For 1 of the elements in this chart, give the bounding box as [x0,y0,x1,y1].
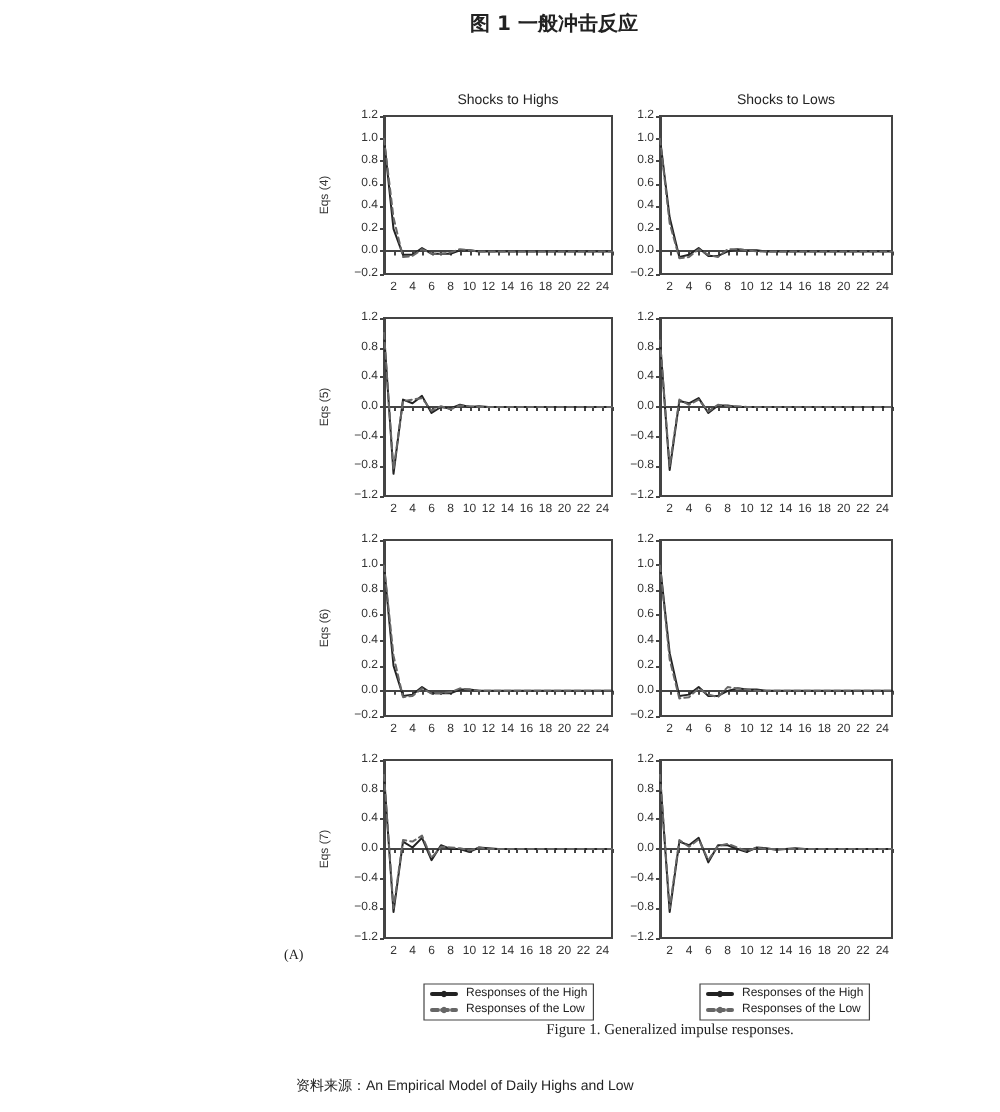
caption: 图 1 一般冲击反应 [470,10,638,38]
